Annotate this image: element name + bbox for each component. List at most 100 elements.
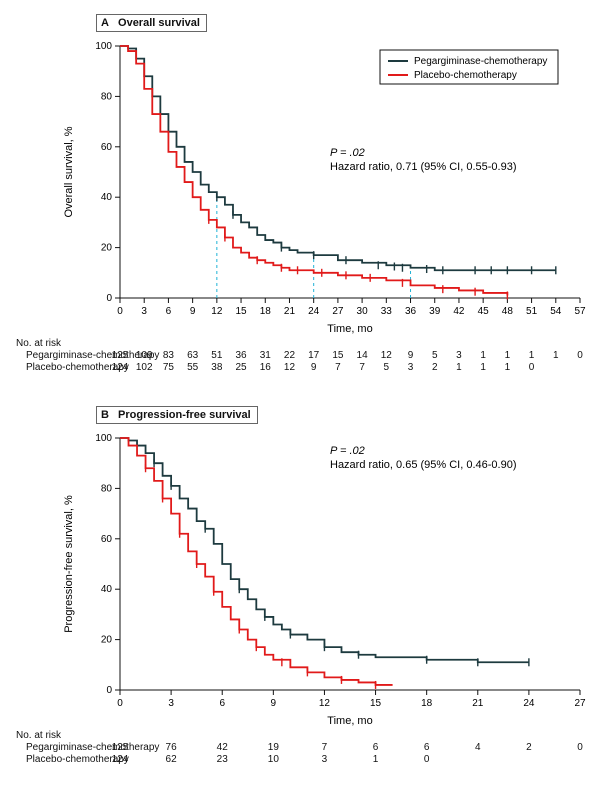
risk-cell: 5 [384,362,390,373]
svg-text:Hazard ratio, 0.65 (95% CI, 0.: Hazard ratio, 0.65 (95% CI, 0.46-0.90) [330,459,516,471]
risk-cell: 9 [311,362,317,373]
risk-cell: 12 [284,362,295,373]
risk-cell: 3 [456,350,462,361]
risk-cell: 124 [112,362,129,373]
svg-text:20: 20 [101,243,113,254]
risk-cell: 10 [268,754,279,765]
risk-cell: 102 [136,362,153,373]
svg-text:Time, mo: Time, mo [327,715,372,727]
svg-text:Time, mo: Time, mo [327,323,372,335]
svg-text:51: 51 [526,306,538,317]
svg-text:20: 20 [101,635,113,646]
risk-cell: 1 [480,350,486,361]
svg-text:33: 33 [381,306,393,317]
km-chart-pfs: 0204060801000369121518212427Progression-… [0,428,600,748]
svg-text:9: 9 [271,698,277,709]
panel-b-label: B Progression-free survival [96,406,258,424]
risk-cell: 109 [136,350,153,361]
risk-cell: 6 [373,742,379,753]
svg-text:100: 100 [95,41,112,52]
risk-cell: 12 [381,350,392,361]
svg-text:Hazard ratio, 0.71 (95% CI, 0.: Hazard ratio, 0.71 (95% CI, 0.55-0.93) [330,161,516,173]
risk-cell: 42 [217,742,228,753]
svg-text:P = .02: P = .02 [330,147,365,159]
risk-cell: 125 [112,350,129,361]
risk-cell: 0 [577,742,583,753]
svg-text:27: 27 [574,698,586,709]
risk-cell: 7 [335,362,341,373]
svg-text:30: 30 [357,306,369,317]
risk-cell: 4 [475,742,481,753]
svg-text:42: 42 [453,306,465,317]
svg-text:45: 45 [478,306,490,317]
risk-cell: 22 [284,350,295,361]
risk-cell: 2 [432,362,438,373]
risk-cell: 31 [260,350,271,361]
svg-text:40: 40 [101,192,113,203]
risk-cell: 19 [268,742,279,753]
svg-text:48: 48 [502,306,514,317]
svg-text:24: 24 [523,698,535,709]
svg-text:Placebo-chemotherapy: Placebo-chemotherapy [414,70,517,81]
risk-cell: 36 [235,350,246,361]
risk-cell: 16 [260,362,271,373]
risk-cell: 0 [529,362,535,373]
svg-text:Progression-free survival, %: Progression-free survival, % [63,495,75,633]
svg-text:80: 80 [101,91,113,102]
risk-cell: 75 [163,362,174,373]
risk-cell: 55 [187,362,198,373]
risk-header: No. at risk [16,730,61,741]
risk-cell: 1 [505,350,511,361]
panel-a: A Overall survival 020406080100036912151… [0,0,600,390]
svg-text:3: 3 [168,698,174,709]
svg-text:40: 40 [101,584,113,595]
km-chart-os: 0204060801000369121518212427303336394245… [0,36,600,356]
svg-text:39: 39 [429,306,441,317]
risk-header: No. at risk [16,338,61,349]
risk-cell: 17 [308,350,319,361]
figure-page: { "colors":{ "series1":"#1d3a3f", "serie… [0,0,600,790]
svg-text:15: 15 [235,306,247,317]
risk-cell: 125 [112,742,129,753]
risk-cell: 1 [373,754,379,765]
panel-letter: B [101,409,109,421]
risk-cell: 0 [424,754,430,765]
risk-cell: 5 [432,350,438,361]
risk-cell: 0 [577,350,583,361]
svg-text:24: 24 [308,306,320,317]
risk-cell: 51 [211,350,222,361]
risk-cell: 1 [456,362,462,373]
risk-cell: 83 [163,350,174,361]
svg-text:21: 21 [284,306,296,317]
risk-cell: 76 [166,742,177,753]
svg-text:Pegargiminase-chemotherapy: Pegargiminase-chemotherapy [414,56,547,67]
svg-text:6: 6 [166,306,172,317]
svg-text:0: 0 [106,293,112,304]
svg-text:36: 36 [405,306,417,317]
risk-cell: 3 [408,362,414,373]
svg-text:6: 6 [219,698,225,709]
svg-text:60: 60 [101,534,113,545]
svg-text:18: 18 [421,698,433,709]
svg-text:12: 12 [211,306,223,317]
panel-letter: A [101,17,109,29]
svg-text:3: 3 [141,306,147,317]
panel-title: Progression-free survival [118,409,251,421]
svg-text:18: 18 [260,306,272,317]
svg-text:80: 80 [101,483,113,494]
risk-cell: 1 [480,362,486,373]
svg-text:12: 12 [319,698,331,709]
risk-cell: 1 [553,350,559,361]
panel-title: Overall survival [118,17,200,29]
svg-text:0: 0 [117,306,123,317]
panel-b: B Progression-free survival 020406080100… [0,400,600,790]
risk-cell: 38 [211,362,222,373]
risk-cell: 23 [217,754,228,765]
svg-text:60: 60 [101,142,113,153]
risk-row-label: Pegargiminase-chemotherapy [26,742,159,753]
risk-cell: 7 [359,362,365,373]
risk-cell: 6 [424,742,430,753]
panel-a-label: A Overall survival [96,14,207,32]
risk-cell: 14 [357,350,368,361]
risk-cell: 25 [235,362,246,373]
